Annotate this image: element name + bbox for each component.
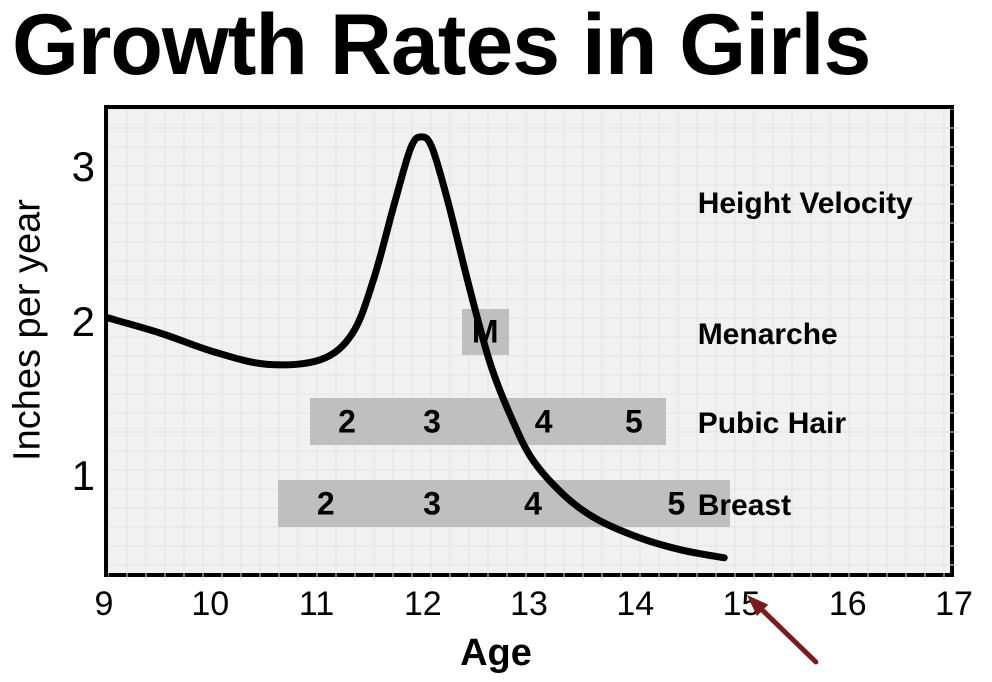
breast-stage: 3 (423, 485, 441, 522)
x-axis-label: Age (460, 632, 532, 675)
pubic-hair-band (310, 398, 666, 444)
x-tick: 16 (829, 585, 867, 624)
breast-stage: 2 (317, 485, 335, 522)
pubic-hair-stage: 2 (338, 403, 356, 440)
x-tick: 14 (616, 585, 654, 624)
legend-item: Breast (698, 489, 791, 523)
y-axis-label: Inches per year (7, 199, 50, 461)
x-tick: 17 (935, 585, 973, 624)
menarche-letter: M (472, 313, 499, 350)
y-tick: 3 (55, 143, 95, 191)
breast-stage: 5 (668, 485, 686, 522)
breast-band (278, 480, 730, 526)
x-tick: 15 (723, 585, 761, 624)
legend-item: Pubic Hair (698, 407, 846, 441)
y-tick: 1 (55, 452, 95, 500)
legend-item: Menarche (698, 318, 838, 352)
legend-item: Height Velocity (698, 187, 913, 221)
breast-stage: 4 (524, 485, 542, 522)
x-tick: 13 (510, 585, 548, 624)
x-tick: 10 (191, 585, 229, 624)
plot-area: 2 3 4 5 2 3 4 5 M Height Velocity Menarche Pubic … (104, 105, 954, 577)
x-tick: 11 (299, 585, 334, 624)
pubic-hair-stage: 5 (625, 403, 643, 440)
y-tick: 2 (55, 298, 95, 346)
pubic-hair-stage: 3 (423, 403, 441, 440)
page-root: Growth Rates in Girls Inches per year 12… (0, 0, 992, 682)
x-tick: 9 (95, 585, 114, 624)
pubic-hair-stage: 4 (535, 403, 553, 440)
chart-title: Growth Rates in Girls (12, 0, 992, 90)
x-tick: 12 (404, 585, 442, 624)
